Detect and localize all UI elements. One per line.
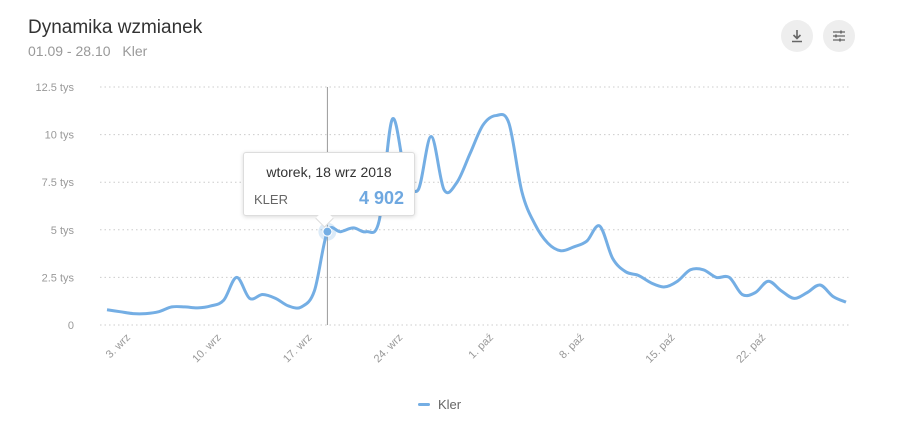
x-tick-label: 17. wrz	[281, 332, 315, 366]
x-tick-label: 22. paź	[734, 332, 768, 366]
tooltip-date: wtorek, 18 wrz 2018	[266, 164, 392, 180]
download-icon	[792, 30, 802, 43]
tooltip-value: 4 902	[358, 188, 404, 208]
x-tick-label: 3. wrz	[104, 332, 133, 361]
y-tick-label: 0	[68, 320, 74, 332]
query-name: Kler	[122, 43, 148, 59]
widget-title: Dynamika wzmianek	[28, 17, 203, 38]
date-range: 01.09 - 28.10	[28, 43, 111, 59]
series-line-kler	[106, 112, 847, 316]
sliders-icon	[833, 30, 845, 42]
x-tick-label: 15. paź	[644, 332, 678, 366]
y-tick-label: 7.5 tys	[42, 177, 75, 189]
y-tick-label: 12.5 tys	[35, 82, 74, 94]
y-tick-label: 10 tys	[45, 130, 75, 142]
x-tick-label: 1. paź	[466, 332, 496, 362]
legend-swatch	[418, 403, 430, 406]
download-button[interactable]	[781, 20, 813, 52]
tooltip-series: KLER	[254, 192, 288, 207]
y-tick-label: 2.5 tys	[42, 272, 75, 284]
x-tick-label: 8. paź	[557, 332, 587, 362]
x-tick-label: 24. wrz	[372, 332, 406, 366]
legend-item-kler[interactable]: Kler	[418, 397, 461, 412]
widget-subtitle: 01.09 - 28.10 Kler	[28, 43, 155, 59]
legend-label: Kler	[438, 397, 462, 412]
tooltip: wtorek, 18 wrz 2018 KLER 4 902	[243, 152, 415, 216]
settings-button[interactable]	[823, 20, 855, 52]
x-tick-label: 10. wrz	[190, 332, 224, 366]
highlight-point	[322, 226, 333, 237]
y-tick-label: 5 tys	[51, 225, 75, 237]
